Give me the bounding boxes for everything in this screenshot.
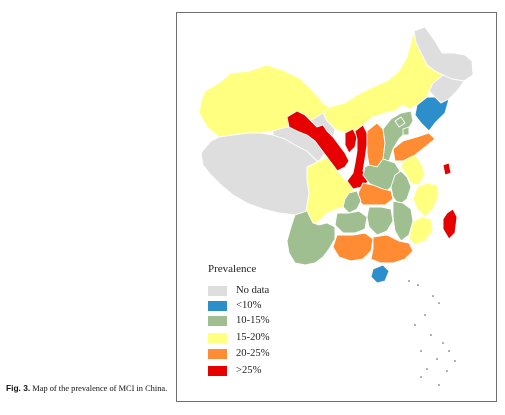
provinces-layer [198, 26, 474, 284]
province-liaoning [414, 96, 450, 132]
province-anhui [390, 170, 412, 206]
island-dot [417, 284, 419, 286]
island-dot [438, 384, 440, 386]
china-map [198, 26, 474, 386]
province-hunan [366, 206, 394, 236]
island-dot [424, 314, 426, 316]
island-dot [432, 295, 434, 297]
island-dot [442, 342, 444, 344]
legend-label-20-25: 20-25% [236, 348, 270, 359]
legend-label-lt10: <10% [236, 300, 262, 311]
province-guangxi [332, 232, 374, 262]
island-dot [420, 376, 422, 378]
island-dot [430, 334, 432, 336]
figure-caption: Fig. 3. Map of the prevalence of MCI in … [6, 383, 171, 394]
legend-swatch-no-data [208, 285, 227, 296]
province-shandong [392, 132, 436, 162]
map-panel: Prevalence No data <10% 10-15% 15-20% 20… [176, 12, 497, 402]
island-dot [420, 350, 422, 352]
province-hainan [370, 264, 390, 284]
legend-item-lt10: <10% [208, 298, 261, 313]
south-china-sea-islands [408, 280, 456, 386]
legend-swatch-lt10 [208, 300, 227, 311]
island-dot [436, 358, 438, 360]
figure-caption-text: Map of the prevalence of MCI in China. [30, 384, 168, 393]
province-jiangsu [400, 154, 426, 186]
province-taiwan [442, 208, 458, 240]
island-dot [426, 368, 428, 370]
province-ningxia [344, 128, 358, 154]
legend-title: Prevalence [208, 263, 257, 275]
legend-swatch-20-25 [208, 348, 227, 359]
legend-swatch-10-15 [208, 315, 227, 326]
province-tianjin [402, 126, 410, 136]
legend-item-10-15: 10-15% [208, 313, 270, 328]
province-shanghai [442, 162, 452, 176]
legend-label-15-20: 15-20% [236, 332, 270, 343]
legend-item-15-20: 15-20% [208, 330, 270, 345]
island-dot [448, 350, 450, 352]
province-chongqing [342, 190, 362, 214]
legend-item-20-25: 20-25% [208, 346, 270, 361]
island-dot [408, 280, 410, 282]
legend-label-10-15: 10-15% [236, 315, 270, 326]
island-dot [414, 324, 416, 326]
legend-item-no-data: No data [208, 283, 269, 298]
province-jiangxi [392, 200, 414, 242]
province-zhejiang [412, 182, 440, 218]
province-fujian [408, 216, 434, 246]
figure-label: Fig. 3. [6, 383, 31, 393]
island-dot [454, 360, 456, 362]
province-beijing [394, 116, 406, 128]
province-guangdong [370, 234, 414, 264]
province-gansu [286, 110, 350, 172]
legend-swatch-15-20 [208, 332, 227, 343]
legend-label-no-data: No data [236, 285, 270, 296]
island-dot [438, 302, 440, 304]
island-dot [446, 370, 448, 372]
legend-label-gt25: >25% [236, 365, 262, 376]
province-guizhou [334, 210, 368, 234]
legend-item-gt25: >25% [208, 363, 261, 378]
legend-swatch-gt25 [208, 365, 227, 376]
province-yunnan [286, 210, 336, 266]
